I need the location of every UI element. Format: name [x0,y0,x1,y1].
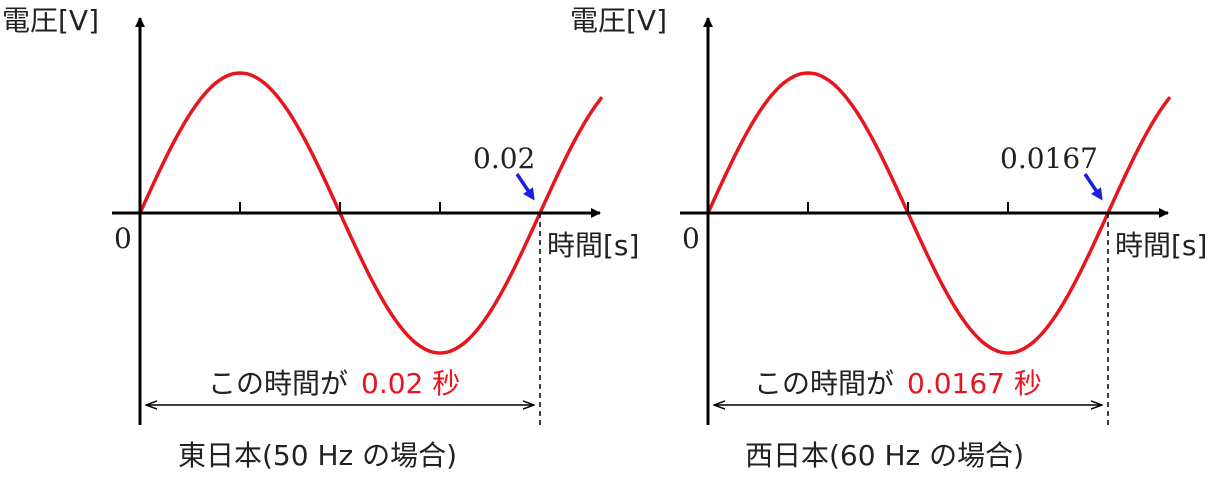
panel-east: 電圧[V] 0 時間[s] 0.02 この時間が 0.02 秒 東日本(50 H… [2,4,639,472]
panel-east-span-text: この時間が 0.02 秒 [208,367,460,400]
panel-east-caption: 東日本(50 Hz の場合) [178,439,457,472]
panel-west-x-axis-label: 時間[s] [1115,229,1207,262]
panel-west-origin-label: 0 [682,222,700,255]
panel-east-pointer-arrow [515,173,535,201]
panel-west: 電圧[V] 0 時間[s] 0.0167 この時間が 0.0167 秒 西日本(… [570,4,1207,472]
panel-west-period-label: 0.0167 [1000,142,1098,175]
panel-east-period-label: 0.02 [473,142,535,175]
panel-east-x-axis-label: 時間[s] [547,229,639,262]
panel-east-y-axis-label: 電圧[V] [2,4,99,37]
panel-west-span-prefix: この時間が [754,367,894,400]
panel-east-span-prefix: この時間が [208,367,348,400]
panel-west-span-text: この時間が 0.0167 秒 [754,367,1042,400]
panel-east-sine-wave [138,71,604,355]
panel-east-origin-label: 0 [114,222,132,255]
panel-west-caption: 西日本(60 Hz の場合) [745,439,1024,472]
panel-west-sine-wave [706,71,1172,355]
panel-west-pointer-arrow [1083,173,1103,201]
panel-west-span-value: 0.0167 秒 [907,367,1042,400]
panel-west-y-axis-label: 電圧[V] [570,4,667,37]
panel-east-span-value: 0.02 秒 [361,367,460,400]
